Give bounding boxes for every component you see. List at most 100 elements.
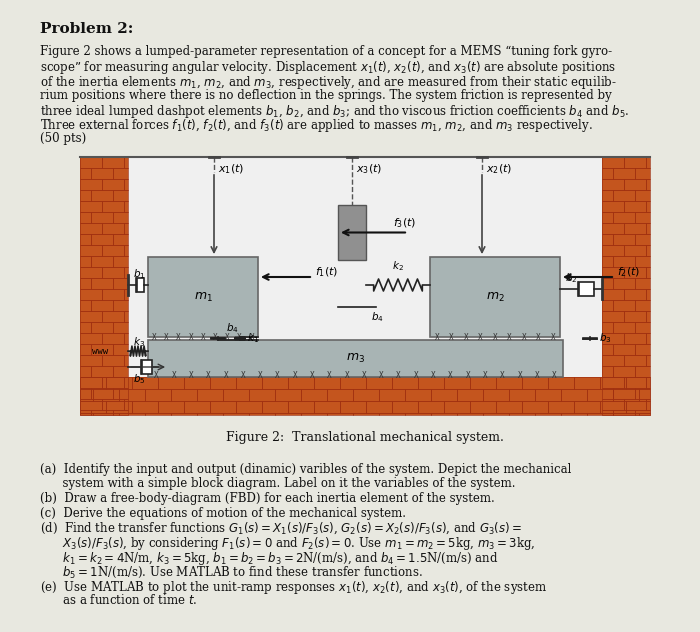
Bar	[613, 366, 635, 377]
Bar	[124, 311, 128, 322]
Bar	[635, 190, 650, 201]
Text: X: X	[550, 334, 555, 343]
Bar	[124, 377, 128, 388]
Text: X: X	[362, 370, 367, 379]
Bar	[113, 410, 128, 415]
Bar	[236, 377, 262, 389]
Bar	[635, 300, 650, 311]
Bar	[483, 389, 509, 401]
Bar	[211, 338, 225, 339]
Bar	[80, 389, 93, 401]
Bar	[602, 410, 613, 415]
Bar	[80, 413, 93, 415]
Bar	[613, 413, 639, 415]
Text: scope” for measuring angular velocity. Displacement $x_1(t)$, $x_2(t)$, and $x_3: scope” for measuring angular velocity. D…	[40, 59, 616, 76]
Bar	[496, 401, 522, 413]
Bar	[602, 256, 613, 267]
Bar	[635, 388, 650, 399]
Bar	[249, 413, 275, 415]
Bar	[80, 289, 102, 300]
Bar	[102, 377, 124, 388]
Bar	[80, 168, 91, 179]
Bar	[338, 205, 366, 260]
Text: X: X	[258, 370, 262, 379]
Bar	[113, 300, 128, 311]
Bar	[613, 278, 635, 289]
Bar	[624, 201, 646, 212]
Bar	[646, 333, 650, 344]
Text: (e)  Use MATLAB to plot the unit-ramp responses $x_1(t)$, $x_2(t)$, and $x_3(t)$: (e) Use MATLAB to plot the unit-ramp res…	[40, 579, 547, 596]
Bar	[171, 413, 197, 415]
Bar	[102, 201, 124, 212]
Bar	[602, 212, 613, 223]
Bar	[340, 401, 366, 413]
Text: X: X	[483, 370, 487, 379]
Bar	[124, 157, 128, 168]
Bar	[613, 256, 635, 267]
Bar	[353, 413, 379, 415]
Text: $b_3$: $b_3$	[599, 332, 612, 346]
Bar	[80, 234, 91, 245]
Text: X: X	[535, 370, 540, 379]
Bar	[602, 223, 624, 234]
Bar	[646, 399, 650, 410]
Bar	[301, 389, 327, 401]
Bar	[548, 377, 574, 389]
Bar	[91, 322, 113, 333]
Bar	[327, 389, 353, 401]
Bar	[602, 245, 624, 256]
Text: X: X	[536, 334, 540, 343]
Bar	[602, 267, 624, 278]
Bar	[602, 388, 613, 399]
Bar	[430, 257, 560, 337]
Text: three ideal lumped dashpot elements $b_1$, $b_2$, and $b_3$; and tho viscous fri: three ideal lumped dashpot elements $b_1…	[40, 103, 629, 120]
Bar	[600, 401, 626, 413]
Text: X: X	[164, 334, 169, 343]
Bar	[340, 377, 366, 389]
Text: $k_1 = k_2 = 4$N/m, $k_3 = 5$kg, $b_1 = b_2 = b_3 = 2$N/(m/s), and $b_4 = 1.5$N/: $k_1 = k_2 = 4$N/m, $k_3 = 5$kg, $b_1 = …	[40, 550, 498, 567]
Bar	[80, 401, 106, 413]
Bar	[574, 377, 600, 389]
Text: X: X	[431, 370, 435, 379]
Text: Three external forces $f_1(t)$, $f_2(t)$, and $f_3(t)$ are applied to masses $m_: Three external forces $f_1(t)$, $f_2(t)$…	[40, 118, 593, 135]
Bar	[124, 179, 128, 190]
Bar	[80, 399, 102, 410]
Bar	[145, 413, 171, 415]
Bar	[102, 267, 124, 278]
Bar	[646, 377, 650, 388]
Bar	[124, 289, 128, 300]
Text: $f_3(t)$: $f_3(t)$	[393, 217, 416, 230]
Text: X: X	[275, 370, 280, 379]
Bar	[602, 179, 624, 190]
Text: X: X	[237, 334, 242, 343]
Bar	[80, 355, 102, 366]
Bar	[405, 413, 431, 415]
Text: X: X	[188, 334, 193, 343]
Bar	[646, 311, 650, 322]
Bar	[102, 399, 124, 410]
Bar	[624, 377, 646, 388]
Bar	[80, 366, 91, 377]
Bar	[80, 256, 91, 267]
Bar	[646, 201, 650, 212]
Bar	[613, 389, 639, 401]
Bar	[624, 179, 646, 190]
Text: X: X	[189, 370, 193, 379]
Bar	[613, 300, 635, 311]
Bar	[113, 190, 128, 201]
Bar	[113, 366, 128, 377]
Bar	[124, 399, 128, 410]
Text: Figure 2 shows a lumped-parameter representation of a concept for a MEMS “tuning: Figure 2 shows a lumped-parameter repres…	[40, 45, 612, 58]
Bar	[124, 355, 128, 366]
Bar	[613, 388, 635, 399]
Bar	[113, 344, 128, 355]
Text: (b)  Draw a free-body-diagram (FBD) for each inertia element of the system.: (b) Draw a free-body-diagram (FBD) for e…	[40, 492, 495, 505]
Bar	[132, 377, 158, 389]
Bar	[106, 377, 132, 389]
Bar	[124, 267, 128, 278]
Text: (a)  Identify the input and output (dinamic) varibles of the system. Depict the : (a) Identify the input and output (dinam…	[40, 463, 571, 476]
Bar	[93, 413, 119, 415]
Bar	[431, 413, 457, 415]
Bar	[80, 267, 102, 278]
Text: $b_4$: $b_4$	[226, 321, 239, 335]
